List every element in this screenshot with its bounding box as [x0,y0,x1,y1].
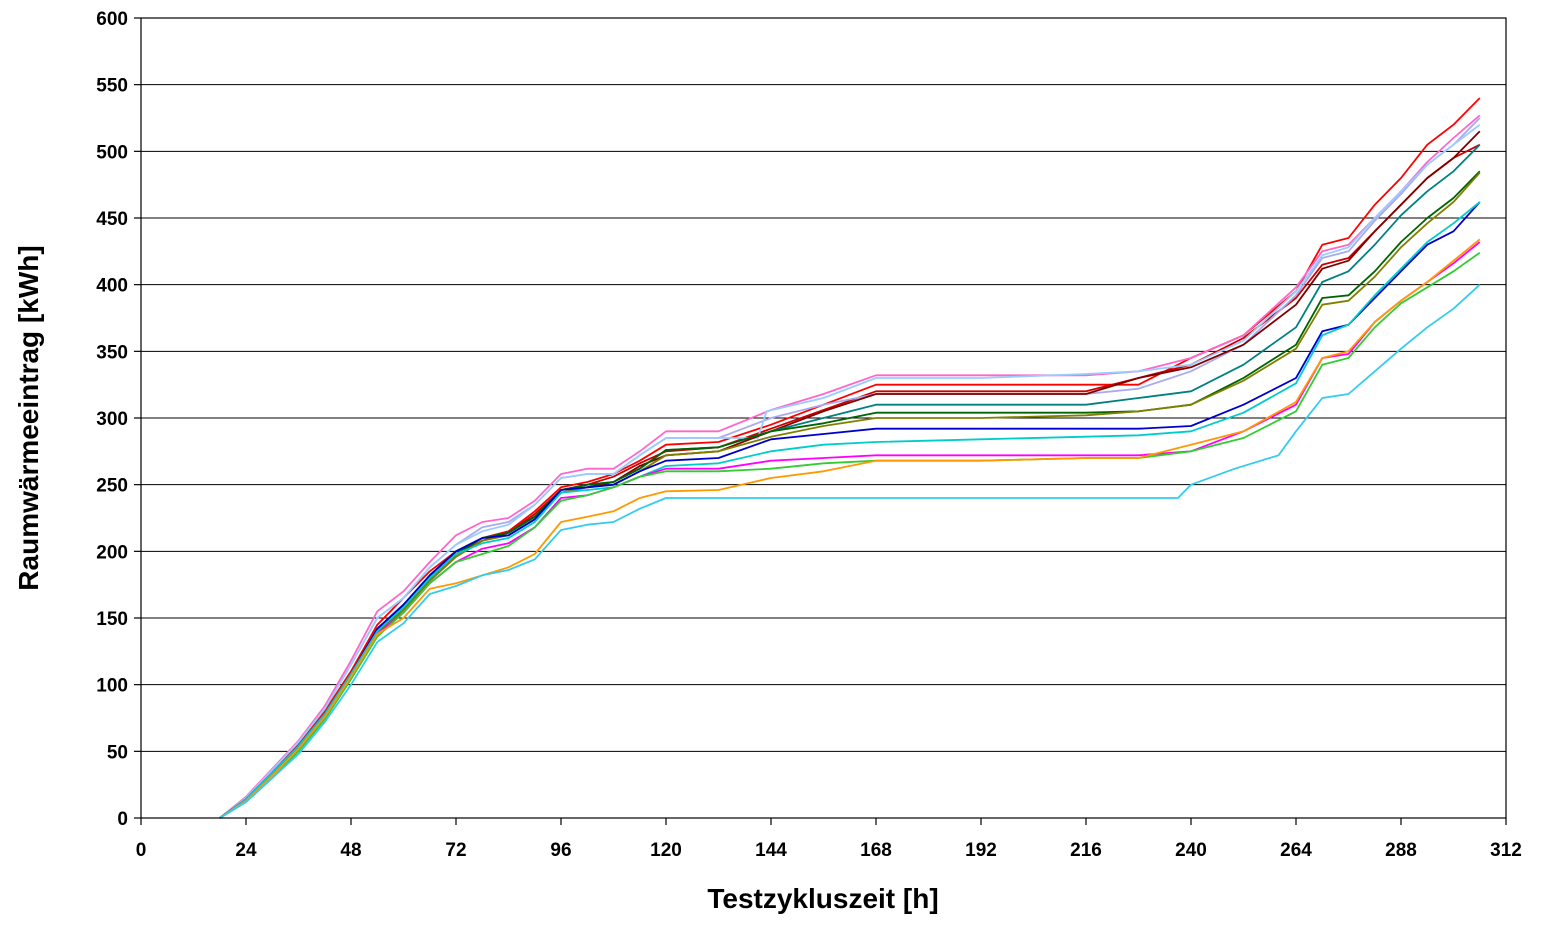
x-tick-label: 312 [1490,840,1522,861]
series-line-12 [219,241,1481,819]
y-axis-title: Raumwärmeeintrag [kWh] [13,245,44,590]
y-tick-label: 250 [96,476,128,497]
x-tick-label: 120 [650,840,682,861]
series-line-2 [219,143,1481,819]
y-tick-label: 600 [96,9,128,30]
axes [134,17,1507,825]
series-line-1 [219,97,1481,819]
x-tick-label: 0 [136,840,147,861]
y-tick-label: 500 [96,142,128,163]
series-line-15 [219,284,1481,819]
x-tick-label: 240 [1175,840,1207,861]
y-tick-label: 550 [96,76,128,97]
x-axis-title: Testzykluszeit [h] [707,883,938,914]
series-line-6 [219,130,1481,819]
series-line-14 [219,238,1481,819]
gridlines [141,17,1506,752]
x-tick-label: 168 [860,840,892,861]
series-line-7 [219,144,1481,819]
x-tick-label: 24 [235,840,257,861]
series-line-13 [219,251,1481,819]
series-line-5 [219,123,1481,819]
y-tick-label: 0 [117,809,128,830]
y-tick-label: 400 [96,276,128,297]
series-line-9 [219,172,1481,819]
y-tick-label: 150 [96,609,128,630]
y-tick-label: 450 [96,209,128,230]
series-line-10 [219,201,1481,819]
series-line-11 [219,201,1481,819]
series-line-8 [219,170,1481,819]
series-lines [219,97,1481,819]
y-tick-label: 350 [96,342,128,363]
x-tick-labels: 0 24 48 72 96 120 144 168 192 216 240 264 288 312 [136,840,1522,861]
x-tick-label: 264 [1280,840,1312,861]
y-tick-label: 50 [107,742,128,763]
x-tick-label: 72 [445,840,466,861]
y-tick-labels: 0 50 100 150 200 250 300 350 400 450 500 550 600 [96,9,128,830]
plot-area-border [140,17,1507,819]
y-tick-label: 300 [96,409,128,430]
series-line-3 [219,114,1481,819]
y-tick-label: 100 [96,676,128,697]
x-tick-label: 144 [755,840,787,861]
x-tick-label: 48 [340,840,361,861]
series-line-4 [219,117,1481,819]
x-tick-label: 96 [550,840,571,861]
y-tick-label: 200 [96,542,128,563]
x-tick-label: 192 [965,840,997,861]
x-tick-label: 216 [1070,840,1102,861]
x-tick-label: 288 [1385,840,1417,861]
